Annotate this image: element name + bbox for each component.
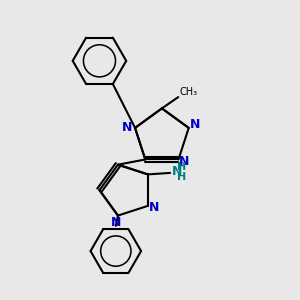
Text: N: N — [190, 118, 200, 131]
Text: N: N — [149, 201, 160, 214]
Text: CH₃: CH₃ — [179, 86, 197, 97]
Text: N: N — [172, 165, 182, 178]
Text: N: N — [122, 121, 132, 134]
Text: H: H — [177, 162, 186, 172]
Text: N: N — [111, 217, 122, 230]
Text: H: H — [177, 172, 186, 182]
Text: N: N — [179, 155, 190, 168]
